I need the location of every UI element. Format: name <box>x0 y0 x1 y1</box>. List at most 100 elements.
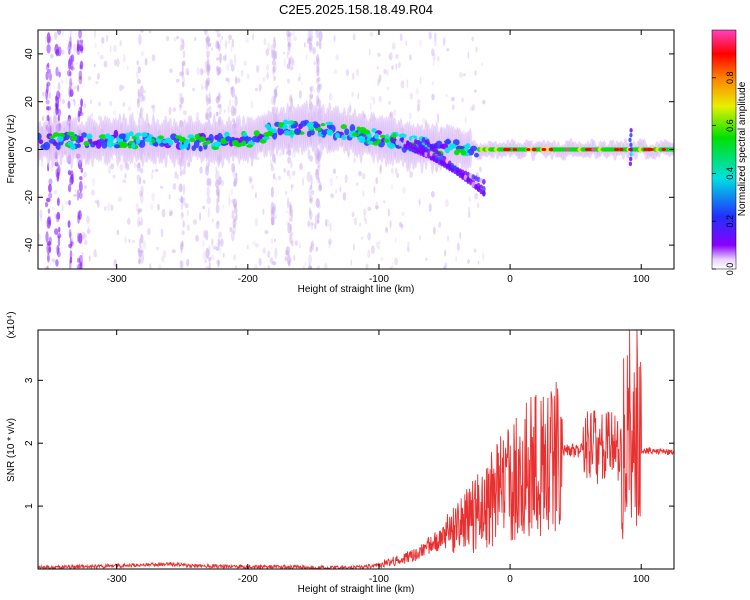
heatmap-streak-cell <box>78 232 83 244</box>
heatmap-noise-cell <box>224 40 228 49</box>
top-x-tick-label: -300 <box>107 274 127 285</box>
heatmap-noise-cell <box>351 72 355 81</box>
heatmap-ridge-cell <box>124 132 131 141</box>
heatmap-streak-cell <box>46 106 50 111</box>
heatmap-noise-cell <box>255 87 258 92</box>
heatmap-noise-cell <box>356 68 360 77</box>
heatmap-noise-cell <box>176 173 179 180</box>
heatmap-noise-cell <box>205 93 208 103</box>
heatmap-noise-cell <box>283 58 287 68</box>
heatmap-streak-cell <box>78 30 82 39</box>
heatmap-noise-cell <box>126 66 129 70</box>
heatmap-streak-cell <box>215 203 220 214</box>
heatmap-noise-cell <box>264 229 269 235</box>
heatmap-streak-cell <box>286 197 290 209</box>
heatmap-noise-cell <box>459 231 462 240</box>
heatmap-streak-cell <box>316 84 320 95</box>
heatmap-streak-cell <box>270 216 275 226</box>
heatmap-streak-cell <box>235 265 238 269</box>
heatmap-peak-cell <box>198 136 206 143</box>
heatmap-noise-cell <box>456 242 460 251</box>
heatmap-noise-cell <box>332 168 337 175</box>
top-y-tick-label: 0 <box>24 146 35 152</box>
heatmap-noise-cell <box>144 89 146 94</box>
heatmap-noise-cell <box>60 79 64 85</box>
heatmap-peak-cell <box>49 135 56 139</box>
heatmap-streak-cell <box>285 245 290 256</box>
heatmap-noise-cell <box>428 203 432 213</box>
heatmap-streak-cell <box>230 105 236 117</box>
heatmap-noise-cell <box>360 236 364 240</box>
heatmap-streak-cell <box>57 233 62 239</box>
heatmap-noise-cell <box>254 264 258 269</box>
heatmap-noise-cell <box>192 219 197 225</box>
heatmap-streak-cell <box>215 179 220 189</box>
heatmap-noise-cell <box>204 66 207 74</box>
heatmap-streak-cell <box>68 49 71 55</box>
heatmap-streak-cell <box>271 59 277 66</box>
heatmap-streak-cell <box>307 220 311 226</box>
heatmap-ridge-cell <box>101 140 108 149</box>
heatmap-noise-cell <box>44 266 47 269</box>
heatmap-streak-cell <box>69 88 74 97</box>
heatmap-streak-cell <box>204 60 209 68</box>
heatmap-streak-cell <box>139 94 144 103</box>
heatmap-noise-cell <box>203 229 206 239</box>
heatmap-noise-cell <box>186 258 190 267</box>
heatmap-streak-cell <box>231 85 235 98</box>
heatmap-noise-cell <box>419 39 423 48</box>
heatmap-streak-cell <box>232 218 237 228</box>
heatmap-noise-cell <box>150 104 155 109</box>
heatmap-noise-cell <box>304 261 307 266</box>
heatmap-streak-cell <box>70 61 74 71</box>
heatmap-noise-cell <box>274 177 277 181</box>
heatmap-peak-cell <box>224 131 230 138</box>
heatmap-noise-cell <box>258 257 262 266</box>
heatmap-tail-cell <box>466 176 470 183</box>
heatmap-streak-cell <box>316 219 320 224</box>
heatmap-streak-cell <box>208 177 212 187</box>
heatmap-noise-cell <box>297 76 301 82</box>
heatmap-noise-cell <box>166 35 170 42</box>
heatmap-tail-cell <box>445 158 449 164</box>
heatmap-streak-cell <box>205 229 209 241</box>
heatmap-noise-cell <box>274 238 276 243</box>
heatmap-noise-cell <box>83 171 87 178</box>
heatmap-peak-cell <box>52 132 60 137</box>
heatmap-noise-cell <box>444 199 449 208</box>
heatmap-noise-cell <box>405 40 407 47</box>
heatmap-peak-cell <box>379 134 386 138</box>
heatmap-noise-cell <box>139 118 142 124</box>
heatmap-peak-cell <box>313 123 319 129</box>
heatmap-streak-cell <box>286 170 291 177</box>
heatmap-streak-cell <box>287 42 292 48</box>
heatmap-noise-cell <box>267 265 270 269</box>
heatmap-streak-cell <box>308 194 314 205</box>
heatmap-noise-cell <box>127 217 131 225</box>
heatmap-peak-cell <box>388 143 396 149</box>
bottom-x-tick-label: 0 <box>507 574 513 585</box>
heatmap-streak-cell <box>138 221 142 226</box>
heatmap-noise-cell <box>86 215 90 225</box>
heatmap-streak-cell <box>219 52 222 64</box>
heatmap-streak-cell <box>68 71 72 77</box>
colorbar-gradient <box>711 29 737 270</box>
heatmap-streak-cell <box>310 221 313 231</box>
heatmap-noise-cell <box>127 106 132 112</box>
snr-series-line <box>38 330 674 569</box>
heatmap-noise-cell <box>180 36 183 43</box>
heatmap-noise-cell <box>69 30 72 37</box>
heatmap-noise-cell <box>391 42 396 51</box>
heatmap-noise-cell <box>266 71 270 80</box>
heatmap-noise-cell <box>478 166 482 173</box>
heatmap-noise-cell <box>369 32 374 37</box>
heatmap-noise-cell <box>146 228 151 236</box>
heatmap-noise-cell <box>252 33 255 41</box>
heatmap-noise-cell <box>437 115 440 124</box>
heatmap-noise-cell <box>362 190 365 197</box>
bottom-x-tick-label: 100 <box>633 574 650 585</box>
bottom-x-ticks: -300 -200 -100 0 100 <box>107 330 650 585</box>
heatmap-noise-cell <box>196 66 200 76</box>
heatmap-ridge-cell <box>344 128 350 136</box>
heatmap-noise-cell <box>211 47 213 51</box>
